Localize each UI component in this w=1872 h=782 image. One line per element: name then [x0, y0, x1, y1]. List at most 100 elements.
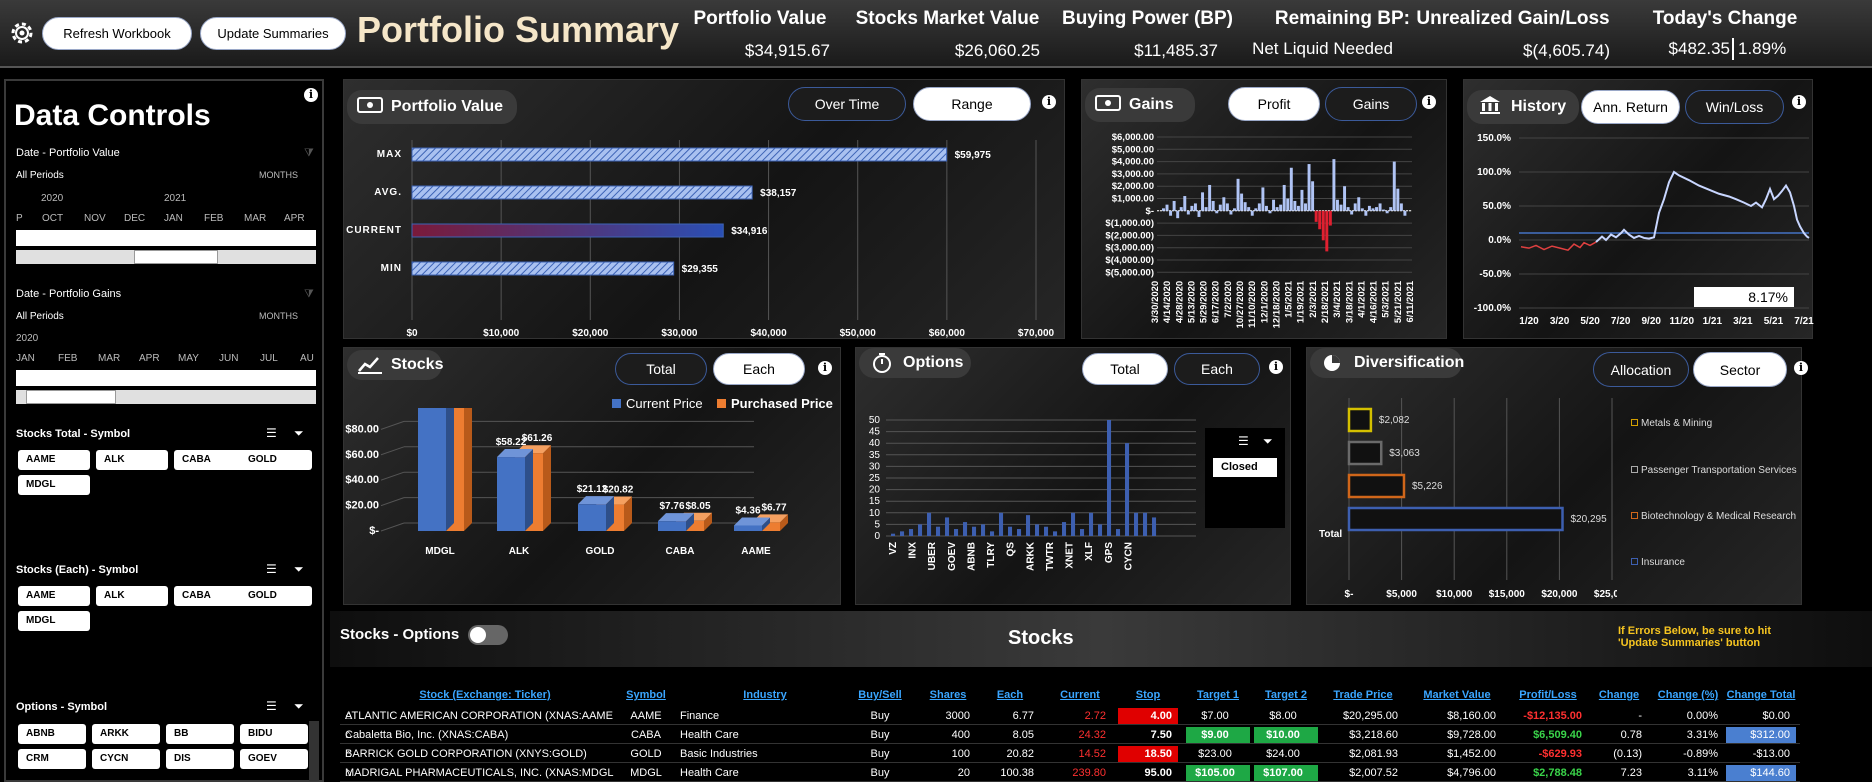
info-icon[interactable]: i — [818, 361, 832, 375]
each-button[interactable]: Each — [1174, 353, 1260, 385]
current-return-box: 8.17% — [1694, 287, 1794, 307]
sector-button[interactable]: Sector — [1693, 352, 1787, 387]
table-row[interactable] — [340, 746, 1800, 763]
slicer-item[interactable]: GOLD — [240, 450, 312, 470]
column-header[interactable]: Trade Price — [1333, 689, 1393, 701]
slicer-item[interactable]: ALK — [96, 586, 168, 606]
table-cell: $3,218.60 — [1349, 729, 1398, 741]
column-header[interactable]: Target 2 — [1265, 689, 1307, 701]
annual-return-button[interactable]: Ann. Return — [1581, 90, 1680, 124]
column-header[interactable]: Shares — [929, 689, 967, 701]
filter-icon[interactable]: ⏷ — [294, 562, 304, 576]
slicer-item[interactable]: AAME — [18, 450, 90, 470]
y-tick-label: $5,000.00 — [1112, 144, 1154, 155]
multiselect-icon[interactable]: ☰ — [266, 426, 277, 440]
gain-bar — [1201, 192, 1205, 211]
scrollbar[interactable] — [309, 721, 319, 781]
each-button[interactable]: Each — [713, 353, 805, 385]
column-header[interactable]: Each — [996, 689, 1024, 701]
info-icon[interactable]: i — [1269, 360, 1283, 374]
column-header[interactable]: Current — [1060, 689, 1100, 701]
slicer-item[interactable]: MDGL — [18, 611, 90, 631]
slicer-item[interactable]: ALK — [96, 450, 168, 470]
slicer-item[interactable]: ARKK — [92, 724, 160, 744]
column-header[interactable]: Buy/Sell — [858, 689, 902, 701]
info-icon[interactable]: i — [304, 88, 318, 102]
clear-filter-icon[interactable]: ⧩ — [304, 288, 314, 300]
option-bar — [936, 526, 941, 536]
gridline — [380, 420, 405, 430]
slicer-item[interactable]: BIDU — [240, 724, 308, 744]
slicer-item[interactable]: GOLD — [240, 586, 312, 606]
gain-bar — [1392, 161, 1396, 211]
gain-bar — [1211, 200, 1215, 211]
table-cell: -$13.00 — [1752, 748, 1790, 760]
multiselect-icon[interactable]: ☰ — [266, 699, 277, 713]
slicer-item[interactable]: CABA — [174, 586, 246, 606]
info-icon[interactable]: i — [1792, 95, 1806, 109]
x-tick-label: 9/20 — [1641, 316, 1661, 327]
multiselect-icon[interactable]: ☰ — [266, 562, 277, 576]
filter-item-closed[interactable]: Closed — [1213, 458, 1277, 477]
timeline-bar[interactable] — [16, 370, 316, 386]
clear-filter-icon[interactable]: ⧩ — [304, 147, 314, 159]
diversification-panel: Diversification Allocation Sector i $- $5… — [1306, 347, 1808, 605]
gain-bar — [1282, 184, 1286, 211]
profit-button[interactable]: Profit — [1228, 87, 1320, 121]
x-tick-label: CYCN — [1123, 542, 1134, 570]
data-label: $34,916 — [731, 226, 768, 237]
gear-icon[interactable] — [8, 19, 36, 47]
gain-bar — [1328, 210, 1332, 226]
slicer-item[interactable]: CYCN — [92, 749, 160, 769]
over-time-button[interactable]: Over Time — [788, 87, 906, 121]
period-unit-select[interactable]: MONTHS — [259, 311, 298, 321]
period-unit-select[interactable]: MONTHS — [259, 170, 298, 180]
column-header[interactable]: Industry — [743, 689, 787, 701]
refresh-workbook-button[interactable]: Refresh Workbook — [42, 17, 192, 50]
total-button[interactable]: Total — [615, 353, 707, 385]
column-header[interactable]: Stock (Exchange: Ticker) — [419, 689, 551, 701]
slicer-item[interactable]: MDGL — [18, 475, 90, 495]
filter-icon[interactable]: ⏷ — [294, 426, 304, 440]
gain-bar — [1243, 202, 1247, 211]
column-header[interactable]: Stop — [1135, 689, 1161, 701]
total-button[interactable]: Total — [1082, 353, 1168, 385]
y-tick-label: 15 — [869, 496, 881, 507]
filter-icon[interactable]: ⏷ — [1263, 434, 1273, 448]
column-header[interactable]: Change (%) — [1657, 689, 1719, 701]
info-icon[interactable]: i — [1042, 95, 1056, 109]
info-icon[interactable]: i — [1794, 361, 1808, 375]
gains-button[interactable]: Gains — [1325, 87, 1417, 121]
column-header[interactable]: Change — [1598, 689, 1640, 701]
column-header[interactable]: Market Value — [1423, 689, 1491, 701]
allocation-button[interactable]: Allocation — [1593, 352, 1689, 387]
column-header[interactable]: Profit/Loss — [1519, 689, 1577, 701]
slicer-item[interactable]: BB — [166, 724, 234, 744]
stocks-options-toggle[interactable] — [468, 625, 508, 645]
multiselect-icon[interactable]: ☰ — [1238, 434, 1249, 448]
option-bar — [1008, 526, 1013, 536]
column-header[interactable]: Target 1 — [1197, 689, 1239, 701]
column-header[interactable]: Change Total — [1726, 689, 1796, 701]
update-summaries-button[interactable]: Update Summaries — [200, 17, 346, 50]
slicer-item[interactable]: GOEV — [240, 749, 308, 769]
timeline-scrollbar[interactable] — [16, 250, 316, 264]
column-header[interactable]: Symbol — [626, 689, 666, 701]
slicer-item[interactable]: CRM — [18, 749, 86, 769]
range-button[interactable]: Range — [913, 87, 1031, 121]
table-row[interactable] — [340, 708, 1800, 725]
win-loss-button[interactable]: Win/Loss — [1685, 90, 1784, 124]
slicer-item[interactable]: DIS — [166, 749, 234, 769]
info-icon[interactable]: i — [1422, 95, 1436, 109]
filter-icon[interactable]: ⏷ — [294, 699, 304, 713]
table-cell: -$629.93 — [1538, 748, 1582, 760]
data-label: $2,082 — [1379, 415, 1410, 426]
table-row[interactable] — [340, 727, 1800, 744]
timeline-scrollbar[interactable] — [16, 390, 316, 404]
slicer-item[interactable]: ABNB — [18, 724, 86, 744]
slicer-item[interactable]: CABA — [174, 450, 246, 470]
slicer-item[interactable]: AAME — [18, 586, 90, 606]
gain-bar — [1371, 208, 1375, 211]
timeline-bar[interactable] — [16, 230, 316, 246]
table-cell: 100 — [951, 748, 970, 760]
